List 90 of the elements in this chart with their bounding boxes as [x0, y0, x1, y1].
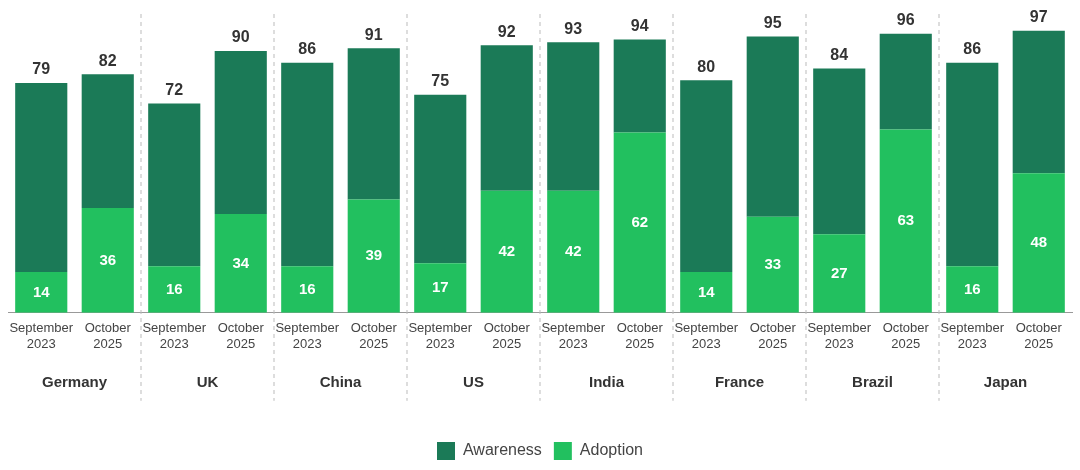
x-tick-label: September 2023 [408, 320, 473, 351]
bar [214, 51, 267, 214]
x-tick-label: October 2025 [1015, 320, 1063, 351]
x-tick-label: October 2025 [84, 320, 132, 351]
x-tick-label: October 2025 [749, 320, 797, 351]
bar [813, 234, 866, 313]
bar [746, 216, 799, 313]
data-label: 14 [32, 282, 51, 300]
total-label: 91 [364, 25, 383, 43]
x-tick-label: September 2023 [674, 320, 739, 351]
data-label: 33 [764, 254, 782, 272]
data-label: 34 [232, 253, 250, 271]
total-label: 95 [763, 13, 782, 31]
total-label: 93 [564, 19, 583, 37]
text: India [588, 372, 625, 390]
total-label: 96 [896, 11, 915, 29]
data-label: 36 [99, 250, 117, 268]
text: Japan [983, 372, 1028, 390]
x-tick-label: September 2023 [940, 320, 1005, 351]
total-label: 97 [1029, 8, 1048, 26]
data-label: 42 [564, 241, 582, 259]
bar [946, 266, 999, 313]
total-label: 94 [630, 16, 649, 34]
text: China [319, 372, 362, 390]
x-tick-label: September 2023 [541, 320, 606, 351]
bar [613, 39, 666, 133]
x-tick-label: October 2025 [483, 320, 531, 351]
bar [1012, 173, 1065, 313]
bar [414, 94, 467, 264]
bar [680, 272, 733, 313]
total-label: 84 [830, 45, 849, 63]
x-tick-label: October 2025 [217, 320, 265, 351]
bar [148, 266, 201, 313]
x-tick-label: September 2023 [807, 320, 872, 351]
bar [414, 263, 467, 313]
x-tick-label: October 2025 [882, 320, 930, 351]
total-label: 72 [165, 80, 184, 98]
data-label: 16 [298, 279, 316, 297]
bar [547, 42, 600, 191]
x-tick-label: October 2025 [616, 320, 664, 351]
text: US [463, 372, 484, 390]
data-label: 62 [631, 212, 649, 230]
data-label: 17 [431, 278, 449, 296]
total-label: 92 [497, 22, 516, 40]
text: France [714, 372, 765, 390]
data-label: 27 [830, 263, 848, 281]
x-tick-label: October 2025 [350, 320, 398, 351]
total-label: 82 [98, 51, 117, 69]
text: UK [196, 372, 219, 390]
bar [281, 266, 334, 313]
bar [15, 272, 68, 313]
bar [746, 36, 799, 217]
total-label: 80 [697, 57, 716, 75]
bar [347, 199, 400, 313]
text: Brazil [852, 372, 893, 390]
bar [813, 68, 866, 235]
bar [879, 129, 932, 313]
data-label: 14 [697, 282, 716, 300]
bar [148, 103, 201, 267]
bar [347, 48, 400, 200]
data-label: 39 [365, 246, 383, 264]
total-label: 75 [431, 72, 450, 90]
data-label: 48 [1030, 233, 1048, 251]
text: Germany [41, 372, 108, 390]
bar [480, 190, 533, 313]
data-label: 16 [165, 279, 183, 297]
legend-label: Awareness [462, 441, 542, 459]
total-label: 86 [963, 40, 982, 58]
bar [281, 62, 334, 267]
bar [81, 74, 134, 209]
total-label: 86 [298, 40, 317, 58]
data-label: 16 [963, 279, 981, 297]
total-label: 79 [32, 60, 51, 78]
bar [214, 213, 267, 313]
bar [15, 83, 68, 273]
bar [946, 62, 999, 267]
x-tick-label: September 2023 [9, 320, 74, 351]
bar [613, 132, 666, 313]
bar [547, 190, 600, 313]
x-tick-label: September 2023 [142, 320, 207, 351]
bar [879, 33, 932, 130]
bar [680, 80, 733, 273]
bar [1012, 30, 1065, 174]
legend-label: Adoption [579, 441, 644, 459]
total-label: 90 [231, 28, 250, 46]
data-label: 42 [498, 241, 516, 259]
data-label: 63 [897, 211, 915, 229]
x-tick-label: September 2023 [275, 320, 340, 351]
bar [480, 45, 533, 191]
bar [81, 208, 134, 313]
